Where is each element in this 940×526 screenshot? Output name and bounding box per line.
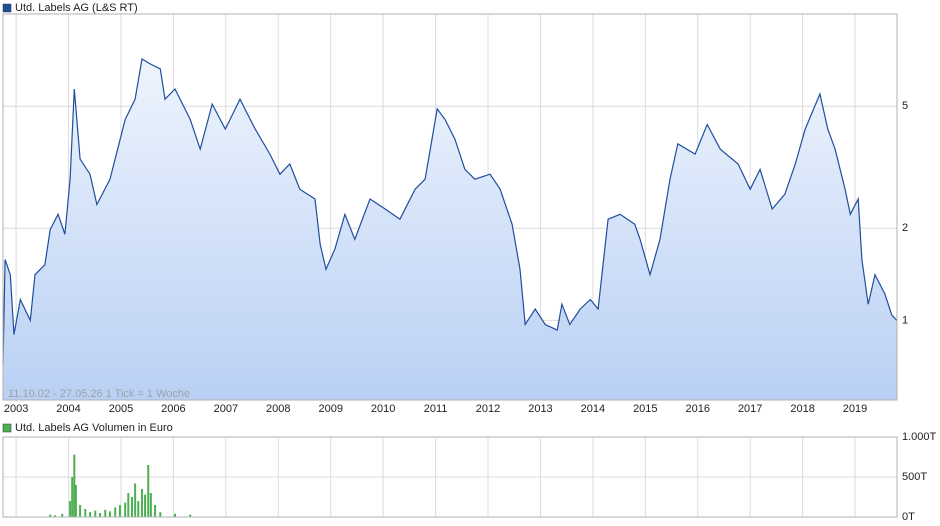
- annotation: 11.10.02 - 27.05.26 1 Tick = 1 Woche: [8, 388, 190, 400]
- plot-frame: [2, 436, 898, 518]
- volume-bar: [104, 509, 107, 517]
- volume-bar: [99, 513, 102, 517]
- y-tick-label: 500T: [902, 471, 927, 483]
- volume-bar: [189, 514, 192, 517]
- x-tick-label: 2013: [528, 403, 552, 415]
- x-tick-label: 2019: [843, 403, 867, 415]
- x-tick-label: 2005: [109, 403, 133, 415]
- legend-swatch: [2, 423, 12, 433]
- volume-bar: [84, 509, 87, 517]
- x-tick-label: 2016: [686, 403, 710, 415]
- volume-bar: [108, 511, 111, 517]
- volume-bar: [71, 477, 74, 517]
- x-tick-label: 2011: [424, 403, 448, 415]
- volume-bar: [144, 494, 147, 517]
- volume-bar: [149, 493, 152, 517]
- price-line: [2, 58, 898, 365]
- volume-bar: [154, 505, 157, 517]
- x-tick-label: 2004: [56, 403, 80, 415]
- x-tick-label: 2006: [161, 403, 185, 415]
- volume-bar: [173, 513, 176, 517]
- volume-bar: [79, 505, 82, 517]
- x-tick-label: 2010: [371, 403, 395, 415]
- volume-bar: [53, 515, 56, 517]
- legend-label: Utd. Labels AG Volumen in Euro: [15, 422, 173, 434]
- volume-bar: [137, 501, 140, 517]
- y-tick-label: 5: [902, 100, 908, 112]
- volume-bar: [114, 507, 117, 517]
- x-tick-label: 2012: [476, 403, 500, 415]
- volume-bar: [94, 510, 97, 517]
- y-tick-label: 1.000T: [902, 431, 937, 443]
- volume-bar: [118, 505, 121, 517]
- volume-bar: [69, 501, 72, 517]
- volume-bar: [61, 513, 64, 517]
- volume-bar: [147, 465, 150, 517]
- volume-bar: [74, 485, 77, 517]
- x-tick-label: 2007: [214, 403, 238, 415]
- volume-bar: [134, 483, 137, 517]
- price-area: [3, 59, 897, 400]
- x-tick-label: 2008: [266, 403, 290, 415]
- plot-frame: [2, 13, 898, 401]
- volume-bar: [73, 454, 76, 517]
- x-tick-label: 2003: [4, 403, 28, 415]
- volume-bar: [140, 489, 143, 517]
- volume-bar: [130, 497, 133, 517]
- y-tick-label: 1: [902, 314, 908, 326]
- volume-bar: [127, 493, 130, 517]
- volume-bar: [124, 502, 127, 517]
- volume-bar: [89, 512, 92, 517]
- x-tick-label: 2017: [738, 403, 762, 415]
- x-tick-label: 2009: [318, 403, 342, 415]
- x-tick-label: 2018: [790, 403, 814, 415]
- volume-bar: [159, 512, 162, 517]
- x-tick-label: 2015: [633, 403, 657, 415]
- y-tick-label: 2: [902, 222, 908, 234]
- x-tick-label: 2014: [581, 403, 605, 415]
- y-tick-label: 0T: [902, 511, 915, 523]
- volume-bar: [49, 514, 52, 517]
- legend-swatch: [2, 3, 12, 13]
- legend-label: Utd. Labels AG (L&S RT): [15, 2, 138, 14]
